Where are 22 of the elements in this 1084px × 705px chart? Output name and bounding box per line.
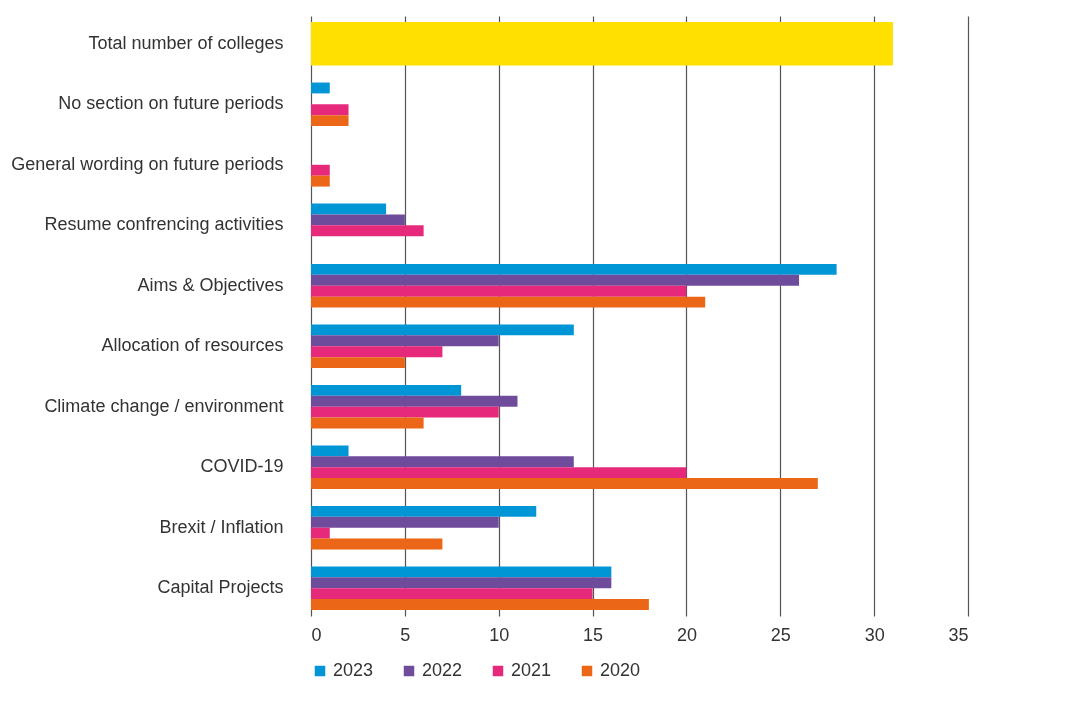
legend-label: 2022 bbox=[422, 660, 463, 680]
legend-label: 2020 bbox=[600, 660, 641, 680]
x-tick-label: 0 bbox=[311, 624, 322, 645]
x-tick-label: 20 bbox=[676, 624, 697, 645]
y-tick-label: General wording on future periods bbox=[11, 153, 284, 174]
y-tick-label: Allocation of resources bbox=[101, 335, 284, 356]
x-tick-label: 15 bbox=[583, 624, 604, 645]
y-tick-label: Total number of colleges bbox=[88, 32, 284, 53]
y-tick-label: No section on future periods bbox=[58, 93, 284, 114]
y-tick-label: Aims & Objectives bbox=[137, 274, 284, 295]
y-tick-label: Resume confrencing activities bbox=[44, 214, 284, 235]
x-tick-label: 30 bbox=[864, 624, 885, 645]
y-tick-label: Brexit / Inflation bbox=[159, 516, 284, 537]
legend-label: 2023 bbox=[333, 660, 374, 680]
x-tick-label: 5 bbox=[400, 624, 411, 645]
y-tick-label: Climate change / environment bbox=[44, 395, 284, 416]
y-tick-label: Capital Projects bbox=[157, 577, 284, 598]
legend-label: 2021 bbox=[511, 660, 552, 680]
y-tick-label: COVID-19 bbox=[200, 456, 284, 477]
x-tick-label: 10 bbox=[489, 624, 510, 645]
x-tick-label: 25 bbox=[770, 624, 791, 645]
x-tick-label: 35 bbox=[948, 624, 969, 645]
